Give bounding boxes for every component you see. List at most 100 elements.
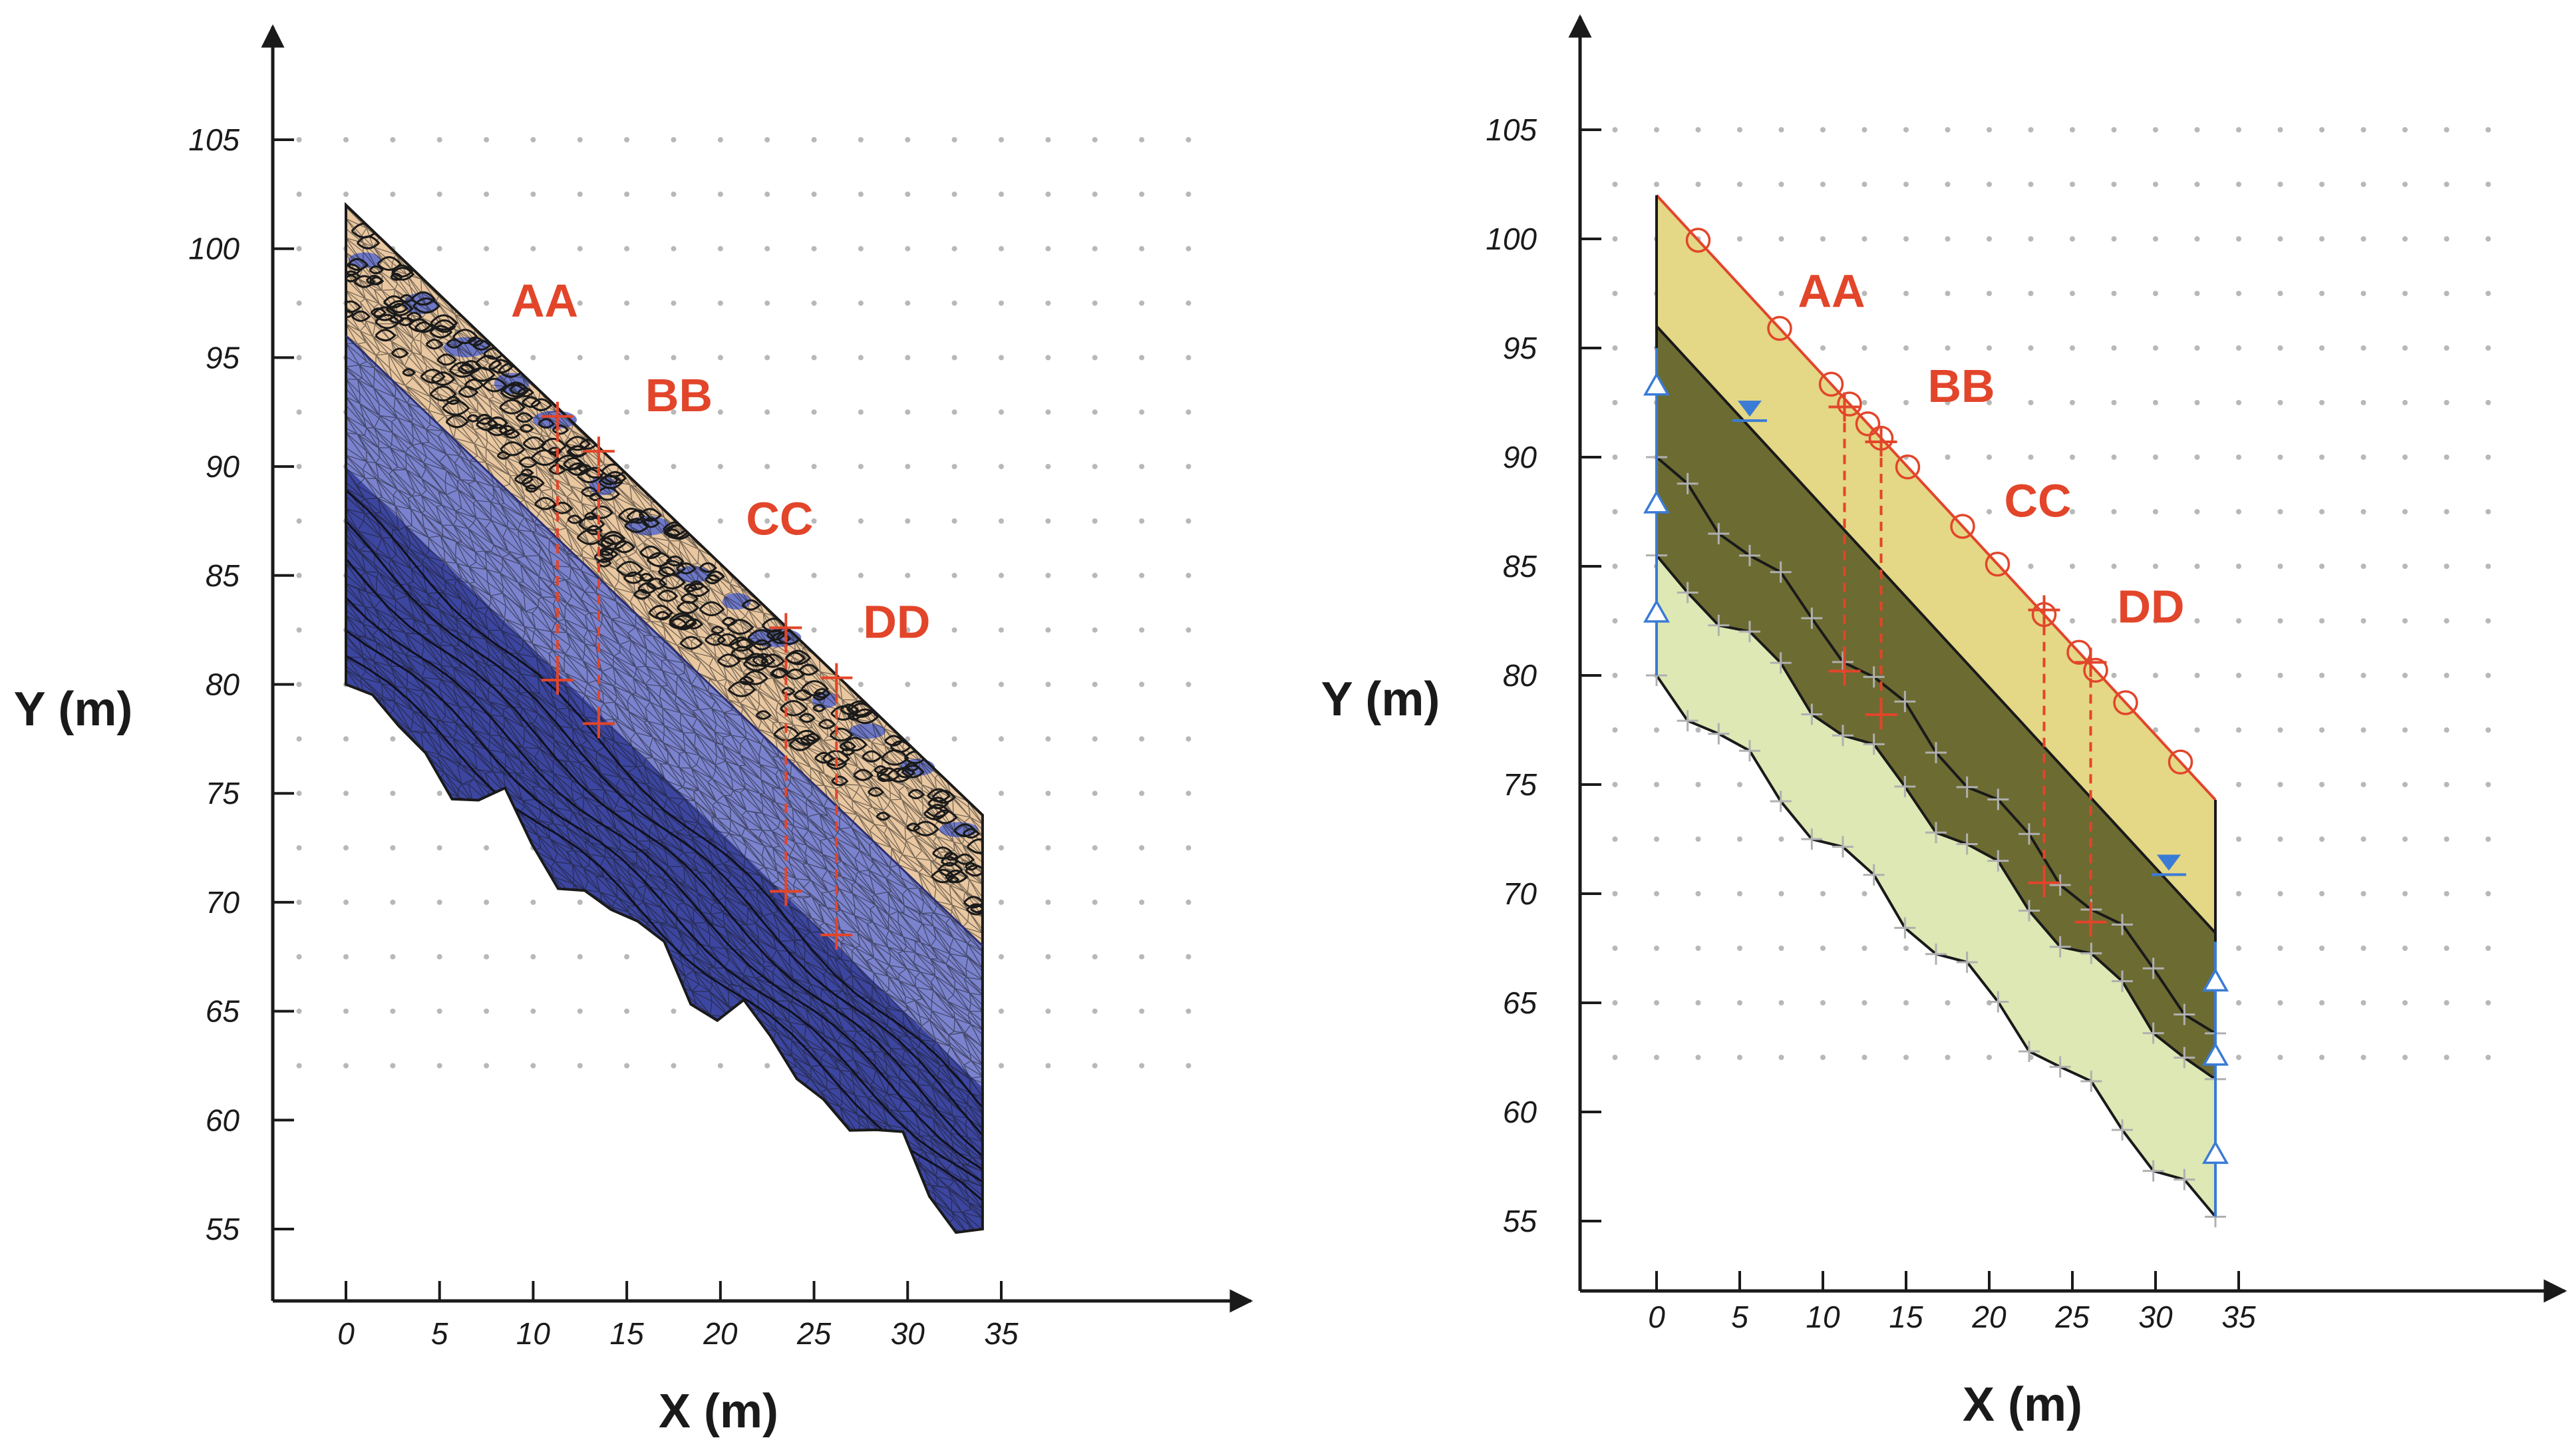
grid-dot <box>2028 454 2034 460</box>
grid-dot <box>951 572 957 578</box>
grid-dot <box>858 518 864 524</box>
grid-dot <box>951 191 957 197</box>
grid-dot <box>2444 182 2450 187</box>
grid-dot <box>671 246 677 252</box>
support-triangle-icon <box>2201 968 2229 992</box>
grid-dot <box>951 681 957 687</box>
grid-dot <box>2319 291 2325 296</box>
grid-dot <box>764 137 770 142</box>
grid-dot <box>1737 836 1742 842</box>
grid-dot <box>2236 1000 2241 1005</box>
grid-dot <box>577 1008 583 1014</box>
grid-dot <box>1186 1008 1192 1014</box>
grid-dot <box>1987 400 1992 405</box>
grid-dot <box>1092 899 1098 905</box>
grid-dot <box>999 899 1004 905</box>
grid-dot <box>1092 464 1098 470</box>
grid-dot <box>530 137 536 142</box>
grid-dot <box>905 572 911 578</box>
grid-dot <box>1186 409 1192 415</box>
node-cross <box>1925 741 1947 763</box>
grid-dot <box>1092 791 1098 797</box>
grid-dot <box>343 791 349 797</box>
grid-dot <box>999 355 1004 361</box>
grid-dot <box>2111 618 2117 624</box>
grid-dot <box>2360 1055 2366 1060</box>
grid-dot <box>717 300 723 306</box>
grid-dot <box>2402 946 2408 951</box>
x-tick-label: 35 <box>2221 1300 2256 1334</box>
surface-node-marker <box>1895 454 1921 480</box>
grid-dot <box>905 246 911 252</box>
grid-dot <box>2153 727 2158 733</box>
y-tick-label: 90 <box>206 449 240 484</box>
grid-dot <box>2194 127 2200 132</box>
grid-dot <box>1186 954 1192 960</box>
grid-dot <box>530 954 536 960</box>
grid-dot <box>2194 673 2200 678</box>
grid-dot <box>1092 409 1098 415</box>
grid-dot <box>2028 564 2034 569</box>
support-triangle-icon <box>1643 490 1671 514</box>
grid-dot <box>1186 845 1192 851</box>
grid-dot <box>951 409 957 415</box>
grid-dot <box>1861 236 1867 242</box>
grid-dot <box>1092 1008 1098 1014</box>
grid-dot <box>296 300 302 306</box>
grid-dot <box>2444 782 2450 787</box>
grid-dot <box>2360 836 2366 842</box>
grid-dot <box>1654 836 1659 842</box>
grid-dot <box>2486 946 2491 951</box>
node-cross <box>1708 723 1730 745</box>
grid-dot <box>2402 509 2408 514</box>
grid-dot <box>2070 127 2075 132</box>
grid-dot <box>2319 1000 2325 1005</box>
surface-node-marker <box>1818 371 1844 397</box>
grid-dot <box>1139 845 1145 851</box>
grid-dot <box>1987 345 1992 351</box>
section-label-dd: DD <box>2118 580 2185 632</box>
grid-dot <box>999 736 1004 742</box>
mesh-outline <box>345 202 984 1234</box>
grid-dot <box>2319 182 2325 187</box>
grid-dot <box>2194 400 2200 405</box>
grid-dot <box>1903 400 1909 405</box>
grid-dot <box>1612 1000 1618 1005</box>
grid-dot <box>1139 355 1145 361</box>
grid-dot <box>2277 127 2283 132</box>
grid-dot <box>2360 182 2366 187</box>
mesh-panel: 55 60 65 70 75 80 85 90 95 100 105 0 5 10 15 20 25 30 35 A… <box>14 24 1253 1438</box>
grid-dot <box>1945 1000 1951 1005</box>
grid-dot <box>1820 1000 1826 1005</box>
grid-dot <box>2028 182 2034 187</box>
grid-dot <box>2236 291 2241 296</box>
y-tick-label: 65 <box>1503 986 1537 1020</box>
x-tick-label: 25 <box>796 1316 832 1351</box>
grid-dot <box>1861 1055 1867 1060</box>
grid-dot <box>2444 509 2450 514</box>
node-cross <box>1770 652 1792 674</box>
grid-dot <box>2194 291 2200 296</box>
grid-dot <box>1186 572 1192 578</box>
grid-dot <box>2070 618 2075 624</box>
node-cross <box>2018 900 2040 922</box>
grid-dot <box>296 246 302 252</box>
grid-dot <box>1139 246 1145 252</box>
grid-dot <box>2111 345 2117 351</box>
grid-dot <box>1945 182 1951 187</box>
grid-dot <box>1139 409 1145 415</box>
node-cross <box>1987 991 2009 1013</box>
grid-dot <box>1903 182 1909 187</box>
grid-dot <box>1861 891 1867 896</box>
node-cross <box>1801 703 1823 725</box>
grid-dot <box>2111 236 2117 242</box>
grid-dot <box>436 845 442 851</box>
grid-dot <box>1045 791 1051 797</box>
grid-dot <box>2028 236 2034 242</box>
grid-dot <box>1861 400 1867 405</box>
grid-dot <box>671 1063 677 1069</box>
y-tick-label: 75 <box>206 776 240 811</box>
grid-dot <box>2070 291 2075 296</box>
grid-dot <box>1139 736 1145 742</box>
